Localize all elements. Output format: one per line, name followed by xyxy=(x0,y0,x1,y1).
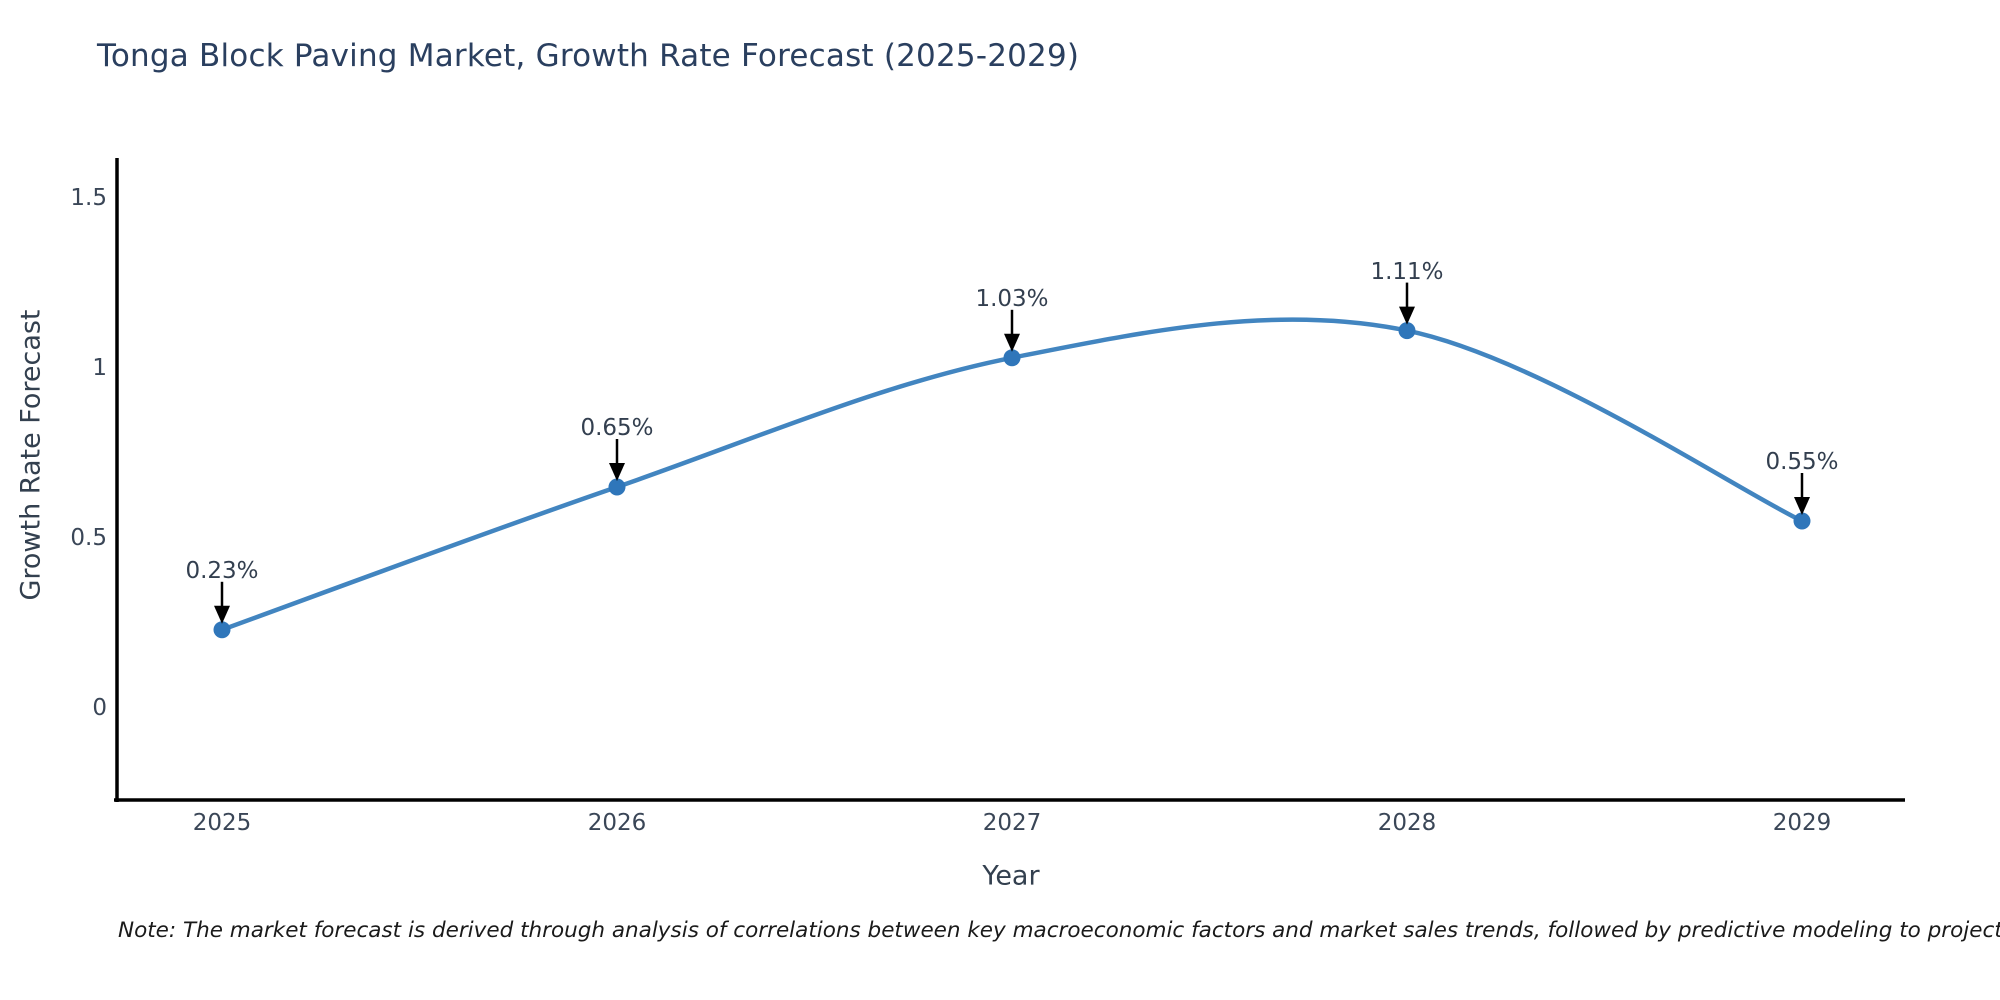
x-tick-label: 2027 xyxy=(982,810,1042,836)
x-tick-label: 2026 xyxy=(587,810,647,836)
chart-title: Tonga Block Paving Market, Growth Rate F… xyxy=(97,38,1080,74)
annotation-arrow-head xyxy=(1794,497,1810,515)
data-point-label: 0.23% xyxy=(185,557,259,584)
data-point-marker xyxy=(1793,512,1811,530)
data-point-marker xyxy=(213,621,231,639)
data-point-marker xyxy=(608,478,626,496)
x-tick-label: 2025 xyxy=(192,810,252,836)
y-tick-label: 0 xyxy=(92,695,107,721)
data-point-label: 1.11% xyxy=(1370,258,1444,285)
annotation-arrow-head xyxy=(1004,333,1020,352)
y-tick-label: 1 xyxy=(92,355,107,381)
y-tick-label: 1.5 xyxy=(70,185,107,211)
x-tick-label: 2028 xyxy=(1377,810,1437,836)
footnote: Note: The market forecast is derived thr… xyxy=(118,918,2000,943)
annotation-arrow-head xyxy=(214,605,230,624)
data-point-marker xyxy=(1398,322,1416,340)
data-point-label: 1.03% xyxy=(975,285,1049,312)
y-tick-label: 0.5 xyxy=(70,525,107,551)
data-point-marker xyxy=(1003,349,1021,367)
x-axis-title: Year xyxy=(982,860,1040,892)
data-point-label: 0.65% xyxy=(580,415,654,441)
data-point-label: 0.55% xyxy=(1765,449,1839,475)
annotation-arrow-head xyxy=(1399,306,1415,325)
x-tick-label: 2029 xyxy=(1772,810,1832,836)
annotation-arrow-head xyxy=(609,463,625,481)
